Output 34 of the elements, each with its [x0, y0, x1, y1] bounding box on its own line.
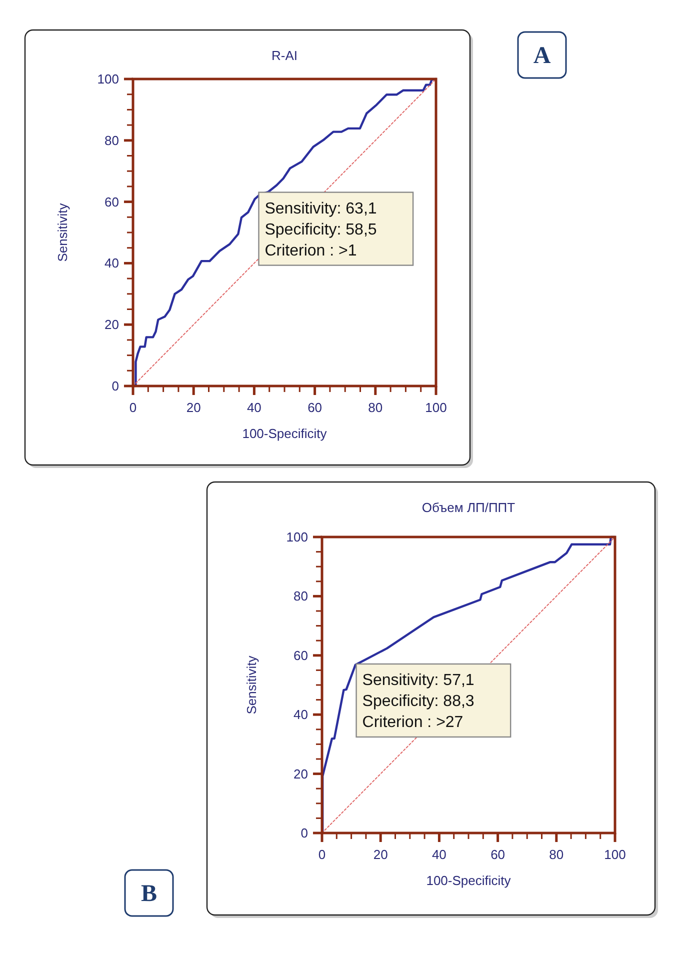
x-tick-label: 20 [373, 847, 388, 862]
annotation: Sensitivity: 63,1 Specificity: 58,5 Criterion : >1 [264, 200, 377, 260]
y-tick-label: 60 [294, 648, 308, 663]
y-tick-label: 80 [104, 132, 119, 148]
y-axis-title: Sensitivity [55, 202, 70, 262]
text: A [533, 43, 552, 69]
x-tick-label: 100 [425, 400, 447, 415]
x-tick-label: 0 [129, 400, 137, 415]
y-tick-label: 20 [294, 766, 308, 782]
x-tick-label: 0 [318, 847, 326, 862]
y-tick-label: 20 [104, 317, 119, 332]
chart-title: R-AI [272, 48, 298, 63]
x-tick-label: 60 [490, 847, 506, 862]
annotation: Sensitivity: 57,1 Specificity: 88,3 Criterion : >27 [362, 672, 474, 731]
x-axis-title: 100-Specificity [242, 426, 328, 441]
x-tick-label: 60 [308, 400, 322, 415]
y-tick-label: 0 [300, 826, 308, 840]
x-tick-label: 80 [549, 847, 564, 862]
x-tick-label: 40 [246, 400, 262, 415]
x-tick-label: 20 [186, 400, 201, 415]
y-tick-label: 60 [104, 194, 119, 210]
y-tick-label: 80 [294, 588, 308, 604]
x-axis-title: 100-Specificity [426, 873, 512, 888]
y-tick-label: 100 [97, 72, 119, 86]
text: B [140, 881, 158, 907]
y-axis-title: Sensitivity [244, 655, 259, 714]
y-tick-label: 40 [104, 256, 119, 271]
x-tick-label: 80 [368, 400, 383, 415]
y-tick-label: 100 [286, 530, 308, 544]
chart-title: Объем ЛП/ППТ [422, 500, 516, 515]
y-tick-label: 40 [294, 707, 308, 722]
y-tick-label: 0 [112, 378, 119, 394]
x-tick-label: 100 [604, 847, 626, 862]
x-tick-label: 40 [432, 847, 446, 862]
